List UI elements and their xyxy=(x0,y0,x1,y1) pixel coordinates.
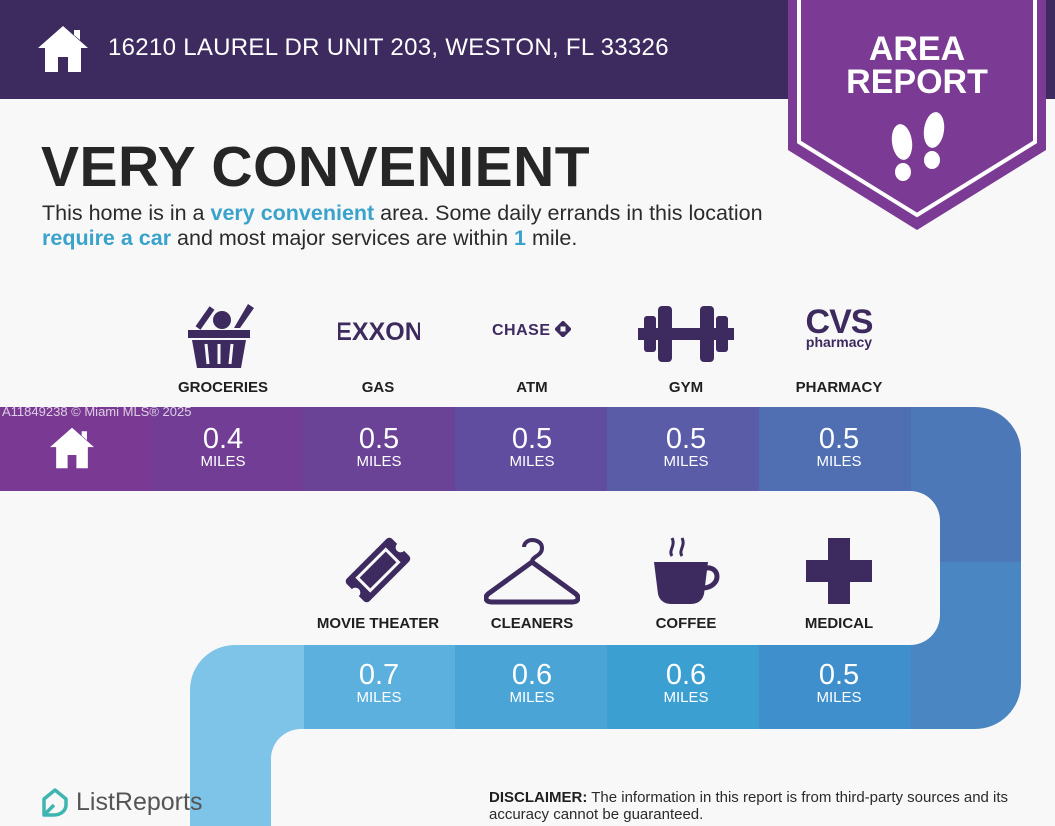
intro-part: area. Some daily errands in this locatio… xyxy=(374,201,763,225)
hanger-icon xyxy=(484,538,580,605)
intro-part: This home is in a xyxy=(42,201,211,225)
distance-value: 0.4 xyxy=(202,423,244,455)
label-gym: GYM xyxy=(668,379,704,396)
distance-value: 0.5 xyxy=(511,423,553,455)
chase-logo: CHASE xyxy=(492,320,576,343)
intro-part: and most major services are within xyxy=(171,226,515,250)
medical-cross-icon xyxy=(806,538,872,604)
label-gas: GAS xyxy=(361,379,395,396)
intro-text: This home is in a very convenient area. … xyxy=(42,201,802,251)
cvs-logo: CVS pharmacy xyxy=(796,303,882,350)
distance-unit: MILES xyxy=(509,453,555,470)
distance-unit: MILES xyxy=(509,689,555,706)
movie-ticket-icon xyxy=(345,537,411,603)
cvs-logo-text: CVS xyxy=(805,303,874,341)
listreports-brand: ListReports xyxy=(76,788,203,816)
label-coffee: COFFEE xyxy=(655,615,717,632)
distance-movie-theater: 0.7 MILES xyxy=(303,660,455,706)
disclaimer: DISCLAIMER: The information in this repo… xyxy=(489,789,1055,823)
disclaimer-text: The information in this report is from t… xyxy=(489,789,1009,823)
chase-octagon-icon xyxy=(554,320,572,339)
cvs-pharmacy-text: pharmacy xyxy=(805,334,873,350)
distance-value: 0.5 xyxy=(665,423,707,455)
exxon-logo: EXXON xyxy=(338,318,420,346)
home-icon xyxy=(50,427,94,469)
distance-value: 0.6 xyxy=(511,659,553,691)
disclaimer-label: DISCLAIMER: xyxy=(489,789,588,806)
intro-highlight: 1 xyxy=(514,226,526,250)
distance-value: 0.5 xyxy=(358,423,400,455)
distance-gym: 0.5 MILES xyxy=(610,424,762,470)
area-report-badge xyxy=(788,0,1046,230)
label-movie-theater: MOVIE THEATER xyxy=(316,615,440,632)
distance-value: 0.5 xyxy=(818,423,860,455)
property-address: 16210 LAUREL DR UNIT 203, WESTON, FL 333… xyxy=(108,34,669,61)
mls-watermark: A11849238 © Miami MLS® 2025 xyxy=(2,404,192,419)
distance-value: 0.5 xyxy=(818,659,860,691)
distance-pharmacy: 0.5 MILES xyxy=(763,424,915,470)
grocery-basket-icon xyxy=(188,304,254,368)
distance-value: 0.7 xyxy=(358,659,400,691)
listreports-logo-icon xyxy=(42,788,68,817)
intro-highlight: require a car xyxy=(42,226,172,250)
label-atm: ATM xyxy=(516,379,548,396)
convenience-title: VERY CONVENIENT xyxy=(41,135,591,199)
chase-logo-text: CHASE xyxy=(492,322,551,339)
distance-cleaners: 0.6 MILES xyxy=(456,660,608,706)
intro-highlight: very convenient xyxy=(210,201,375,225)
coffee-cup-icon xyxy=(654,537,720,604)
distance-gas: 0.5 MILES xyxy=(303,424,455,470)
home-icon xyxy=(38,26,88,72)
intro-part: mile. xyxy=(525,226,578,250)
distance-unit: MILES xyxy=(663,453,709,470)
badge-title: AREA REPORT xyxy=(786,30,1048,101)
distance-value: 0.6 xyxy=(665,659,707,691)
footsteps-icon xyxy=(891,112,945,181)
distance-coffee: 0.6 MILES xyxy=(610,660,762,706)
exxon-logo-text: EXXON xyxy=(338,318,420,346)
label-groceries: GROCERIES xyxy=(177,379,268,396)
distance-groceries: 0.4 MILES xyxy=(147,424,299,470)
badge-line-1: AREA xyxy=(868,30,966,68)
label-pharmacy: PHARMACY xyxy=(795,379,883,396)
distance-unit: MILES xyxy=(356,689,402,706)
distance-unit: MILES xyxy=(816,453,862,470)
distance-medical: 0.5 MILES xyxy=(763,660,915,706)
distance-unit: MILES xyxy=(356,453,402,470)
distance-atm: 0.5 MILES xyxy=(456,424,608,470)
badge-line-2: REPORT xyxy=(846,63,988,101)
dumbbell-icon xyxy=(638,306,734,362)
distance-unit: MILES xyxy=(663,689,709,706)
distance-unit: MILES xyxy=(200,453,246,470)
distance-unit: MILES xyxy=(816,689,862,706)
label-cleaners: CLEANERS xyxy=(490,615,574,632)
label-medical: MEDICAL xyxy=(804,615,874,632)
